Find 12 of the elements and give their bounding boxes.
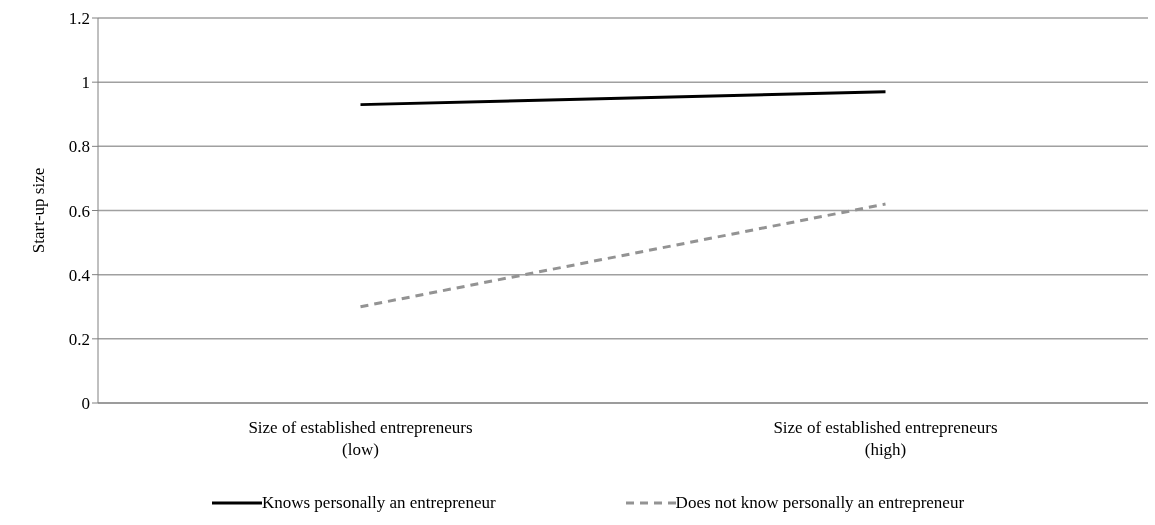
y-tick-label: 0.2 <box>68 329 90 349</box>
legend-label: Does not know personally an entrepreneur <box>675 493 965 513</box>
x-tick-label: Size of established entrepreneurs (high) <box>773 418 998 459</box>
y-axis-title: Start-up size <box>29 167 49 254</box>
y-tick-label: 0.4 <box>68 265 91 285</box>
y-tick-label: 0 <box>81 394 90 414</box>
y-tick-label: 0.6 <box>68 201 90 221</box>
y-tick-label: 0.8 <box>68 137 90 157</box>
y-tick-label: 1.2 <box>68 9 90 29</box>
x-tick-label: Size of established entrepreneurs (low) <box>248 418 473 459</box>
y-tick-label: 1 <box>81 73 90 93</box>
legend-label: Knows personally an entrepreneur <box>261 493 496 513</box>
